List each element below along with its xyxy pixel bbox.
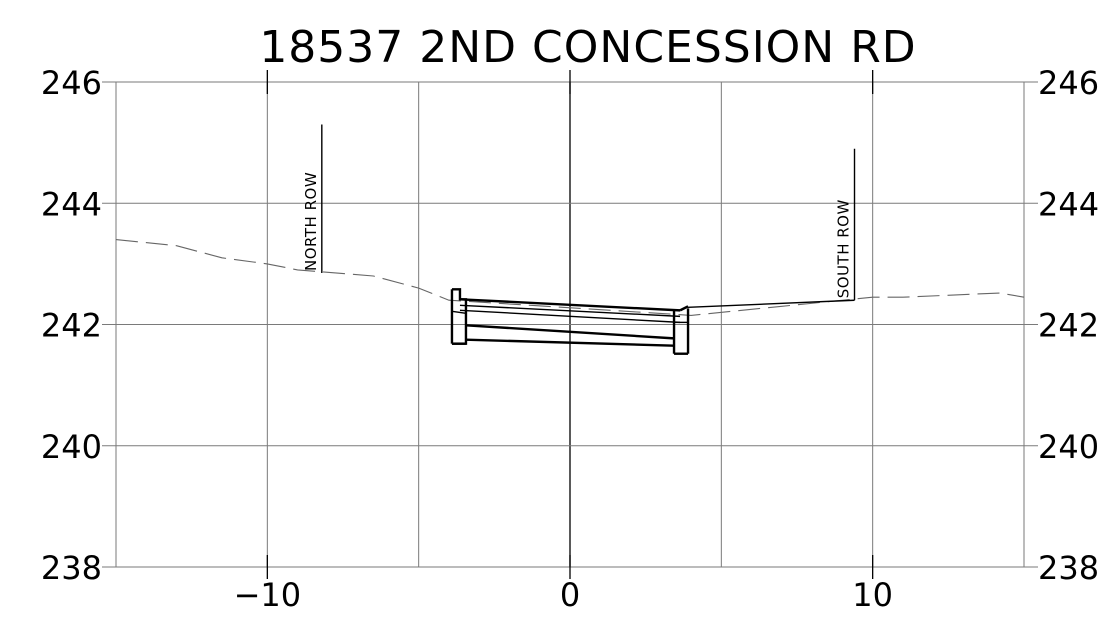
y-tick-label-left: 246 (41, 64, 102, 102)
y-tick-label-left: 238 (41, 549, 102, 587)
chart-title: 18537 2ND CONCESSION RD (259, 22, 916, 73)
existing-ground-line (115, 239, 1025, 316)
row-markers: NORTH ROW SOUTH ROW (302, 124, 856, 301)
road-subbase-line (459, 309, 681, 324)
grid-lines (102, 70, 1038, 579)
road-profile-line (688, 299, 855, 309)
y-tick-label-left: 240 (41, 428, 102, 466)
x-tick-label: 0 (560, 576, 580, 614)
y-tick-label-left: 242 (41, 307, 102, 345)
x-tick-label: 10 (852, 576, 893, 614)
y-tick-label-right: 240 (1038, 428, 1099, 466)
x-tick-label: −10 (234, 576, 302, 614)
south-row-label: SOUTH ROW (835, 199, 853, 298)
left-headwall (451, 288, 468, 345)
culvert-structure (450, 288, 855, 355)
y-tick-label-right: 238 (1038, 549, 1099, 587)
y-tick-label-right: 244 (1038, 185, 1099, 223)
y-tick-label-right: 246 (1038, 64, 1099, 102)
culvert-invert (465, 338, 675, 347)
culvert-obvert (465, 324, 675, 340)
tick-labels: 238 238 240 240 242 242 244 244 246 246 −10 0 10 (41, 64, 1099, 614)
road-base-line (459, 304, 681, 318)
road-surface-line (459, 298, 681, 312)
right-headwall-top (679, 305, 689, 312)
y-tick-label-right: 242 (1038, 307, 1099, 345)
y-tick-label-left: 244 (41, 185, 102, 223)
north-row-label: NORTH ROW (302, 172, 320, 271)
terrain (115, 239, 1025, 316)
left-headwall-cap (451, 310, 467, 314)
